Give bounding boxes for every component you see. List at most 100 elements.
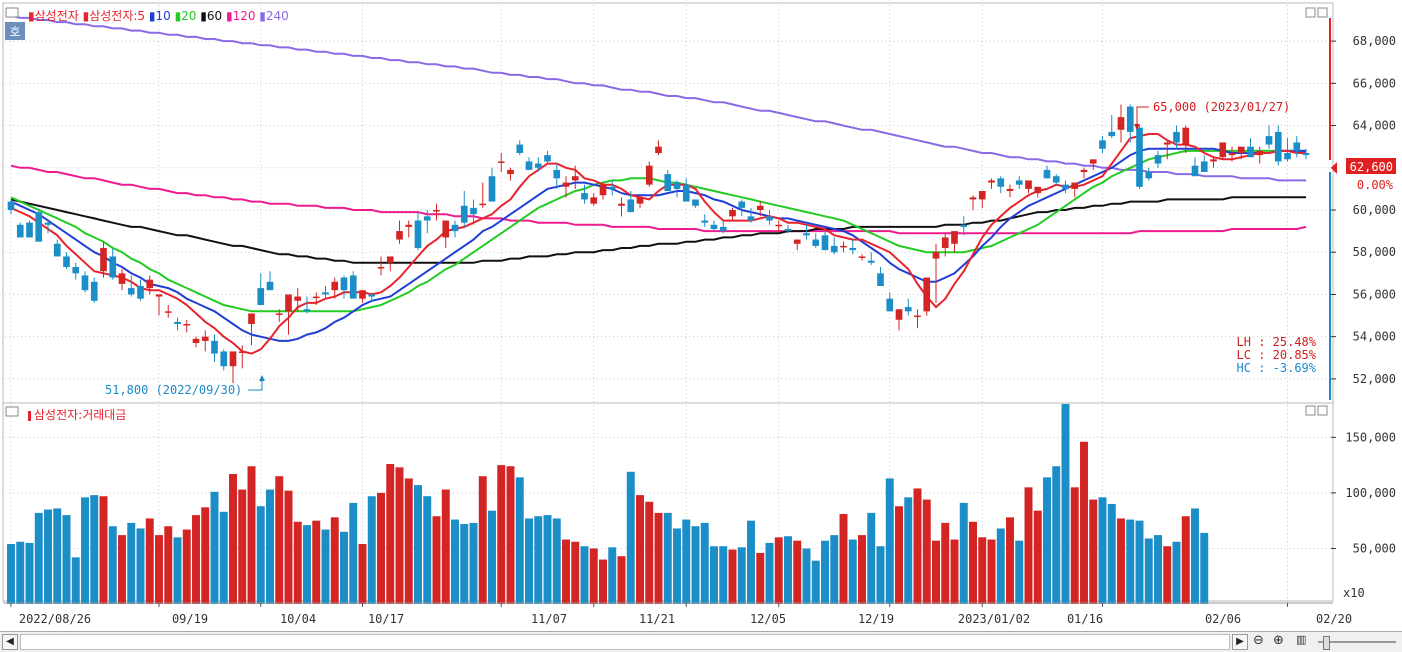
candle: [1025, 180, 1032, 194]
candle: [442, 220, 450, 248]
volume-bar: [599, 559, 607, 604]
candle: [1006, 184, 1014, 198]
volume-bar: [34, 512, 43, 604]
volume-bar: [691, 526, 700, 604]
candle: [840, 241, 847, 253]
volume-bar: [932, 540, 940, 604]
candle: [608, 180, 616, 196]
bottom-toolbar: ◀ ▶ ⊖ ⊕ ▥: [0, 631, 1402, 652]
volume-bar: [636, 495, 644, 604]
candle: [44, 220, 52, 234]
candle: [682, 178, 690, 202]
candle: [1237, 146, 1245, 160]
candle: [1043, 165, 1051, 179]
candle: [581, 184, 588, 204]
low-annotation: 51,800 (2022/09/30): [105, 375, 265, 397]
legend-marker: ▮: [222, 9, 232, 23]
date-axis: 2022/08/26 09/19 10/04 10/17 11/07 11/21 12/05…: [3, 602, 1352, 626]
candle: [1071, 182, 1079, 198]
scroll-right-icon[interactable]: ▶: [1232, 634, 1248, 650]
candle: [599, 182, 607, 200]
scroll-left-icon[interactable]: ◀: [2, 634, 18, 650]
candle: [423, 210, 431, 234]
volume-tick-label: 150,000: [1345, 430, 1396, 444]
candle: [266, 271, 274, 291]
candle: [285, 294, 292, 335]
legend-item: 삼성전자:5: [89, 9, 145, 23]
candle: [1284, 138, 1291, 162]
volume-bar: [811, 560, 820, 604]
candle: [53, 239, 61, 257]
panel-menu-icon[interactable]: [5, 7, 19, 18]
candle: [830, 237, 838, 255]
volume-bar: [275, 476, 284, 604]
badge-box[interactable]: [5, 22, 25, 40]
candle: [507, 167, 514, 181]
close-icon-volume[interactable]: [1317, 405, 1328, 416]
candle: [118, 269, 126, 291]
volume-bar: [44, 509, 52, 604]
volume-menu-icon[interactable]: [5, 406, 19, 417]
candle: [803, 224, 810, 240]
close-icon[interactable]: [1317, 7, 1328, 18]
change-percent: 0.00%: [1357, 178, 1394, 192]
candle: [248, 313, 255, 346]
zoom-slider-handle[interactable]: [1323, 636, 1330, 650]
candle: [1015, 176, 1023, 189]
candle: [479, 182, 487, 208]
zoom-in-icon[interactable]: ⊕: [1273, 633, 1284, 648]
date-tick-label: 11/07: [531, 612, 567, 626]
date-tick-label: 2022/08/26: [19, 612, 91, 626]
volume-bar: [922, 499, 931, 604]
candle: [1034, 186, 1042, 198]
moving-average-lines: [10, 14, 1307, 355]
price-tick-label: 66,000: [1353, 76, 1396, 90]
candle: [571, 165, 579, 189]
volume-bar: [7, 544, 15, 604]
bar-chart-icon[interactable]: ▥: [1296, 633, 1307, 646]
candle: [238, 345, 246, 369]
volume-bar: [1163, 546, 1172, 604]
candle: [275, 309, 283, 322]
legend-item: 60: [207, 9, 222, 23]
candle: [590, 193, 598, 206]
badge-label[interactable]: 호: [9, 25, 20, 39]
candle: [1219, 142, 1227, 160]
volume-bar: [1154, 535, 1162, 604]
candle: [174, 317, 181, 331]
volume-bar: [895, 506, 903, 604]
candle: [229, 351, 237, 384]
legend-marker: ▮: [28, 9, 35, 23]
volume-bar: [848, 539, 857, 604]
candle: [534, 157, 542, 172]
maximize-icon-volume[interactable]: [1305, 405, 1316, 416]
date-tick-label: 09/19: [172, 612, 208, 626]
volume-bar: [793, 540, 802, 604]
candle: [719, 220, 727, 234]
volume-bar: [404, 478, 413, 604]
volume-bar: [1070, 487, 1079, 604]
zoom-slider[interactable]: [1318, 641, 1396, 643]
ma60-line: [10, 196, 1306, 264]
volume-axis: 150,000 100,000 50,000: [1331, 430, 1396, 555]
candle: [914, 309, 921, 329]
candle: [756, 201, 764, 217]
candle: [1182, 125, 1190, 153]
volume-bar: [423, 496, 432, 604]
volume-bar: [62, 515, 71, 604]
candle: [516, 140, 524, 156]
candle: [183, 319, 191, 333]
candle: [1274, 125, 1282, 166]
horizontal-scrollbar[interactable]: [20, 634, 1230, 650]
zoom-out-icon[interactable]: ⊖: [1253, 633, 1264, 648]
volume-bar: [978, 537, 987, 604]
volume-tick-label: 100,000: [1345, 486, 1396, 500]
volume-bar: [1117, 518, 1125, 604]
candle: [664, 169, 672, 191]
ma5-line: [10, 133, 1306, 355]
candle: [1173, 125, 1180, 149]
volume-bar: [478, 476, 487, 604]
candle: [692, 199, 699, 208]
maximize-icon[interactable]: [1305, 7, 1316, 18]
volume-bar: [71, 557, 80, 604]
